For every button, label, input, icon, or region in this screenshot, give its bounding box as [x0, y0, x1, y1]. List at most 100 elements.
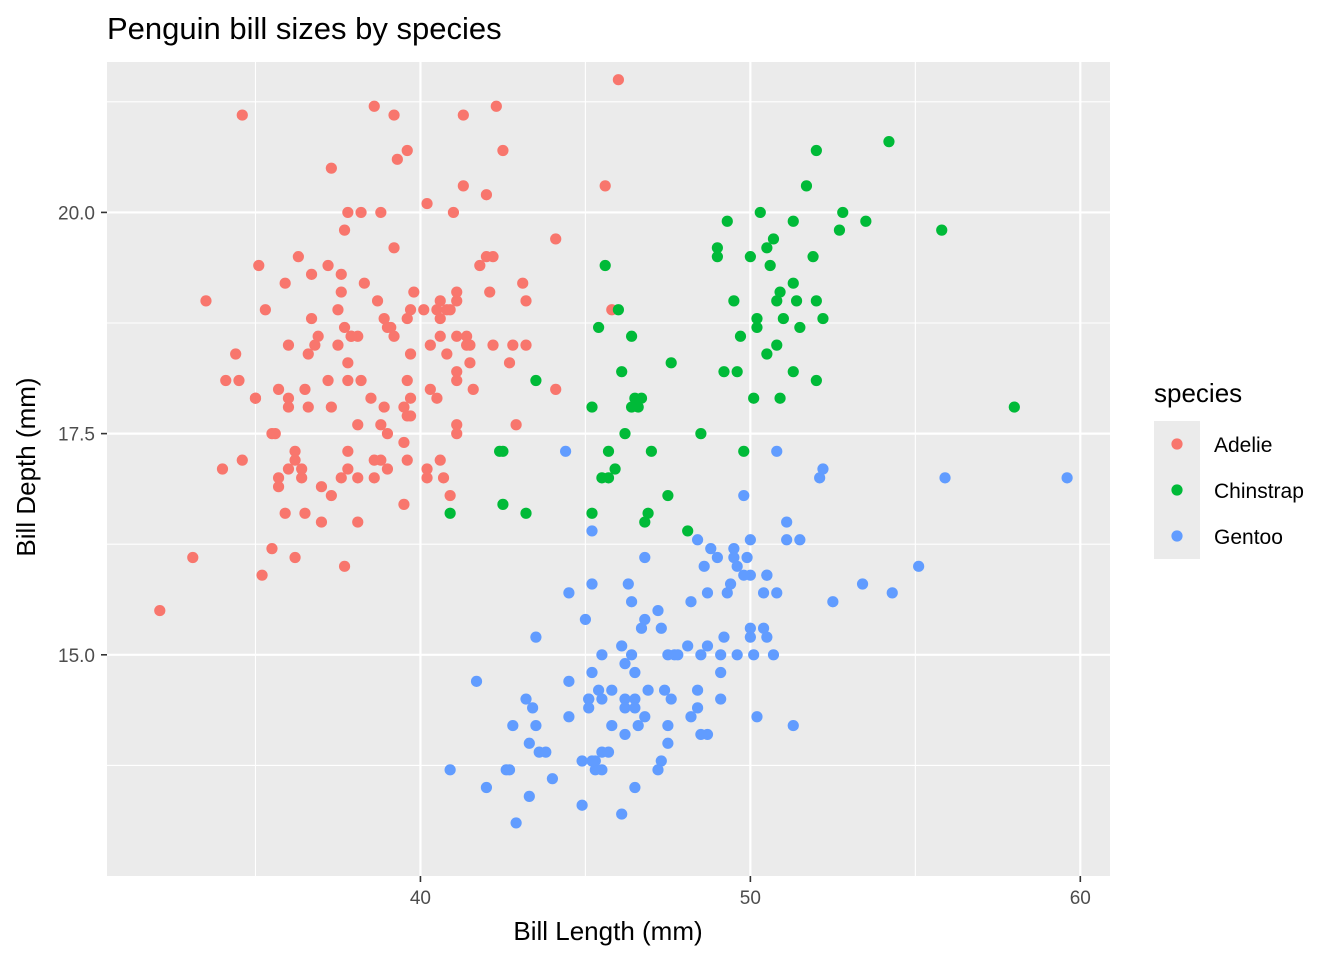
legend-label: Gentoo: [1214, 526, 1283, 549]
data-point: [381, 428, 394, 440]
data-point: [748, 392, 760, 404]
data-point: [335, 286, 347, 298]
data-point: [355, 374, 367, 387]
data-point: [721, 215, 733, 227]
data-point: [305, 312, 318, 325]
data-point: [682, 525, 694, 537]
data-point: [586, 401, 598, 413]
data-point: [807, 251, 819, 263]
data-point: [510, 817, 522, 829]
data-point: [315, 481, 328, 493]
data-point: [586, 525, 598, 537]
data-point: [629, 666, 641, 679]
data-point: [451, 286, 463, 298]
data-point: [619, 428, 631, 440]
data-point: [434, 454, 446, 466]
data-point: [282, 463, 295, 475]
data-point: [527, 702, 539, 714]
data-point: [625, 330, 638, 342]
data-point: [705, 543, 717, 555]
data-point: [665, 357, 677, 369]
data-point: [497, 445, 509, 457]
legend-title: species: [1154, 378, 1242, 408]
data-point: [431, 304, 443, 316]
data-point: [612, 74, 624, 86]
data-point: [701, 640, 714, 652]
series-adelie: [154, 74, 624, 617]
data-point: [332, 339, 344, 351]
data-point: [787, 277, 799, 289]
data-point: [711, 242, 723, 254]
data-point: [497, 498, 509, 510]
legend-key-marker: [1171, 438, 1183, 450]
data-point: [530, 719, 542, 732]
data-point: [401, 454, 413, 466]
data-point: [616, 808, 628, 820]
data-point: [342, 374, 354, 387]
data-point: [731, 560, 743, 572]
data-point: [540, 746, 552, 758]
legend-item-gentoo: Gentoo: [1171, 526, 1283, 549]
legend-item-chinstrap: Chinstrap: [1171, 480, 1304, 503]
data-point: [484, 286, 496, 298]
data-point: [464, 339, 476, 351]
data-point: [738, 489, 750, 502]
chart-title: Penguin bill sizes by species: [107, 11, 502, 46]
data-point: [751, 321, 763, 334]
data-point: [464, 357, 476, 369]
data-point: [642, 507, 654, 519]
data-point: [619, 728, 631, 741]
data-point: [451, 366, 463, 378]
data-point: [421, 197, 433, 210]
data-point: [322, 374, 334, 387]
data-point: [761, 631, 773, 643]
data-point: [721, 587, 733, 599]
x-axis: 40 50 60: [410, 876, 1091, 909]
x-axis-title: Bill Length (mm): [513, 916, 702, 946]
data-point: [312, 330, 324, 342]
data-point: [404, 392, 417, 404]
data-point: [325, 162, 337, 174]
data-point: [774, 392, 786, 404]
data-point: [655, 622, 667, 634]
data-point: [685, 596, 697, 608]
data-point: [315, 516, 328, 528]
data-point: [296, 472, 308, 484]
data-point: [289, 445, 301, 457]
data-point: [325, 401, 337, 413]
data-point: [282, 401, 295, 413]
data-point: [586, 755, 598, 767]
data-point: [665, 693, 677, 705]
data-point: [761, 348, 773, 360]
data-point: [728, 295, 740, 307]
legend-label: Chinstrap: [1214, 480, 1304, 503]
data-point: [352, 419, 364, 431]
data-point: [771, 295, 783, 307]
data-point: [365, 392, 377, 404]
data-point: [662, 737, 674, 749]
data-point: [355, 206, 367, 219]
data-point: [480, 781, 493, 794]
data-point: [233, 374, 245, 387]
data-point: [503, 764, 516, 776]
data-point: [662, 649, 674, 661]
data-point: [728, 551, 740, 564]
data-point: [444, 489, 456, 502]
data-point: [256, 569, 268, 581]
data-point: [503, 357, 516, 369]
data-point: [368, 100, 380, 112]
data-point: [388, 242, 400, 254]
data-point: [682, 640, 694, 652]
major-gridlines: [107, 62, 1110, 876]
data-point: [457, 180, 469, 192]
data-point: [520, 295, 532, 307]
data-point: [296, 463, 308, 475]
x-tick-label: 50: [740, 888, 761, 909]
data-point: [546, 773, 559, 785]
data-point: [718, 366, 730, 378]
data-points: [154, 74, 1073, 829]
data-point: [269, 428, 281, 440]
data-point: [352, 472, 364, 484]
data-point: [345, 330, 357, 342]
data-point: [550, 233, 562, 245]
